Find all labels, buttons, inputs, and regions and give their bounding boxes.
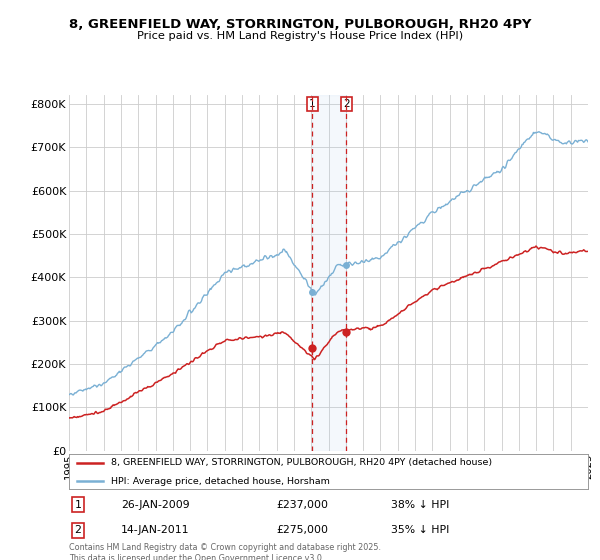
Text: £237,000: £237,000 [277,500,329,510]
Text: £275,000: £275,000 [277,525,329,535]
Text: 2: 2 [74,525,81,535]
Text: 1: 1 [309,99,316,109]
Text: 1: 1 [74,500,81,510]
Text: 14-JAN-2011: 14-JAN-2011 [121,525,190,535]
Text: 8, GREENFIELD WAY, STORRINGTON, PULBOROUGH, RH20 4PY: 8, GREENFIELD WAY, STORRINGTON, PULBOROU… [69,18,531,31]
Text: 35% ↓ HPI: 35% ↓ HPI [391,525,449,535]
Text: Contains HM Land Registry data © Crown copyright and database right 2025.
This d: Contains HM Land Registry data © Crown c… [69,543,381,560]
Text: 2: 2 [343,99,350,109]
Text: Price paid vs. HM Land Registry's House Price Index (HPI): Price paid vs. HM Land Registry's House … [137,31,463,41]
Text: 8, GREENFIELD WAY, STORRINGTON, PULBOROUGH, RH20 4PY (detached house): 8, GREENFIELD WAY, STORRINGTON, PULBOROU… [110,458,491,468]
Bar [313,95,346,451]
Text: 26-JAN-2009: 26-JAN-2009 [121,500,190,510]
Text: 38% ↓ HPI: 38% ↓ HPI [391,500,449,510]
Text: HPI: Average price, detached house, Horsham: HPI: Average price, detached house, Hors… [110,477,329,486]
